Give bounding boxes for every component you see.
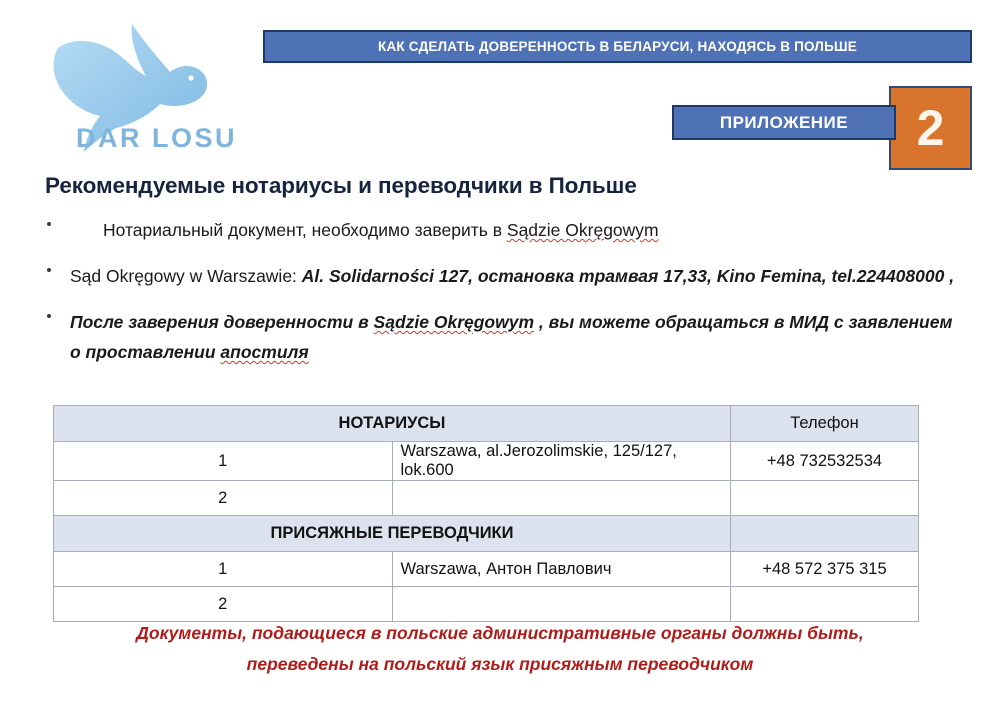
row-index: 2 xyxy=(53,586,393,622)
slide-title-bar: КАК СДЕЛАТЬ ДОВЕРЕННОСТЬ В БЕЛАРУСИ, НАХ… xyxy=(263,30,972,63)
bullet-span-spellcheck: апостиля xyxy=(220,342,309,362)
translators-phone-header-cell xyxy=(730,515,919,552)
footer-note-line-2: переведены на польский язык присяжным пе… xyxy=(246,654,754,674)
bullet-dot-icon xyxy=(47,268,51,272)
footer-note-line-1: Документы, подающиеся в польские админис… xyxy=(136,623,864,643)
row-index: 1 xyxy=(53,441,393,481)
bullet-text: Sąd Okręgowy w Warszawie: Al. Solidarnoś… xyxy=(45,261,960,291)
bullet-span: Нотариальный документ, необходимо завери… xyxy=(103,220,507,240)
row-name[interactable] xyxy=(391,480,731,516)
footer-note: Документы, подающиеся в польские админис… xyxy=(0,618,1000,680)
phone-header-cell: Телефон xyxy=(730,405,919,442)
appendix-label-box: ПРИЛОЖЕНИЕ xyxy=(672,105,896,140)
bullet-span: , вы можете обращаться в МИД с заявление… xyxy=(70,312,953,362)
table-row: 2 xyxy=(53,480,919,516)
table-header-translators: ПРИСЯЖНЫЕ ПЕРЕВОДЧИКИ xyxy=(53,515,919,552)
row-phone[interactable] xyxy=(730,586,919,622)
bullet-span: Sąd Okręgowy w Warszawie: xyxy=(70,266,302,286)
page-title: Рекомендуемые нотариусы и переводчики в … xyxy=(45,173,637,198)
translators-header-cell: ПРИСЯЖНЫЕ ПЕРЕВОДЧИКИ xyxy=(53,515,731,552)
row-name[interactable] xyxy=(391,586,731,622)
bullet-court-address: Sąd Okręgowy w Warszawie: Al. Solidarnoś… xyxy=(45,261,960,291)
bullet-apostille: После заверения доверенности в Sądzie Ok… xyxy=(45,307,960,367)
bullet-dot-icon xyxy=(47,222,51,226)
bullet-text: После заверения доверенности в Sądzie Ok… xyxy=(45,307,960,367)
row-phone[interactable]: +48 572 375 315 xyxy=(730,551,919,587)
logo-wordmark: DAR LOSU xyxy=(76,123,237,153)
row-index: 2 xyxy=(53,480,393,516)
bullet-dot-icon xyxy=(47,314,51,318)
bullet-list: Нотариальный документ, необходимо завери… xyxy=(45,215,960,383)
contacts-table: НОТАРИУСЫ Телефон 1 Warszawa, al.Jerozol… xyxy=(53,405,919,622)
bullet-span-spellcheck: Sądzie Okręgowym xyxy=(506,220,659,240)
appendix-number: 2 xyxy=(916,100,945,156)
appendix-label: ПРИЛОЖЕНИЕ xyxy=(719,112,849,132)
notaries-header-cell: НОТАРИУСЫ xyxy=(53,405,731,442)
bullet-text: Нотариальный документ, необходимо завери… xyxy=(45,215,960,245)
table-row: 1 Warszawa, Антон Павлович +48 572 375 3… xyxy=(53,551,919,587)
dove-icon xyxy=(53,24,208,152)
row-name[interactable]: Warszawa, Антон Павлович xyxy=(391,551,731,587)
row-phone[interactable]: +48 732532534 xyxy=(730,441,919,481)
table-row: 2 xyxy=(53,586,919,622)
appendix-badge: 2 ПРИЛОЖЕНИЕ xyxy=(672,86,972,170)
bullet-span-spellcheck: Sądzie Okręgowym xyxy=(373,312,535,332)
table-header-notaries: НОТАРИУСЫ Телефон xyxy=(53,405,919,442)
table-row: 1 Warszawa, al.Jerozolimskie, 125/127, l… xyxy=(53,441,919,481)
slide-title-text: КАК СДЕЛАТЬ ДОВЕРЕННОСТЬ В БЕЛАРУСИ, НАХ… xyxy=(378,39,857,54)
row-phone[interactable] xyxy=(730,480,919,516)
brand-logo: DAR LOSU xyxy=(14,12,254,162)
row-index: 1 xyxy=(53,551,393,587)
row-name[interactable]: Warszawa, al.Jerozolimskie, 125/127, lok… xyxy=(391,441,731,481)
bullet-span: После заверения доверенности в xyxy=(70,312,374,332)
bullet-span-emphasis: Al. Solidarności 127, остановка трамвая … xyxy=(301,266,955,286)
bullet-notarial-document: Нотариальный документ, необходимо завери… xyxy=(45,215,960,245)
appendix-number-box: 2 xyxy=(889,86,972,170)
